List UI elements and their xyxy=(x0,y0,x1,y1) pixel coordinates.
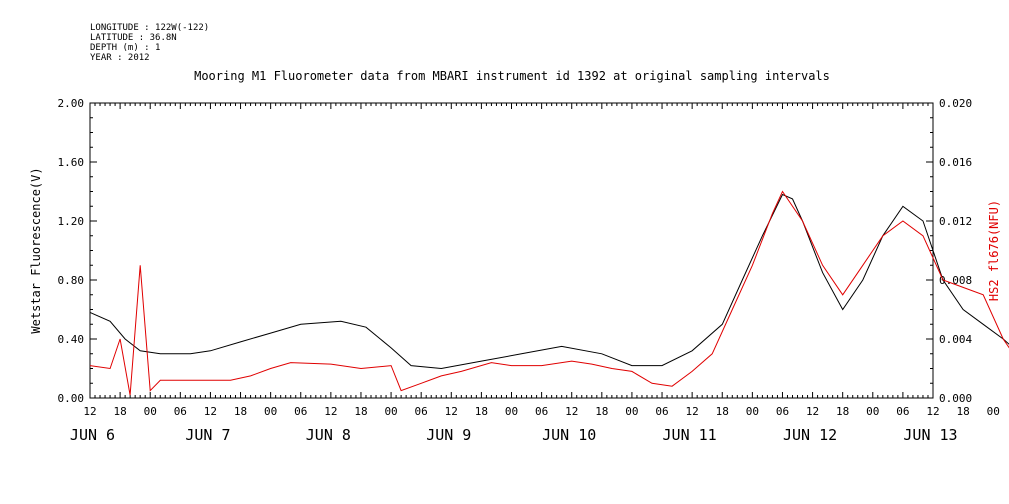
x-hour-tick-label: 06 xyxy=(896,405,909,418)
series-layer xyxy=(89,190,1009,396)
series-line-2 xyxy=(89,190,1009,396)
y-axis-label-right: HS2 fl676(NFU) xyxy=(987,200,1001,301)
x-hour-tick-label: 06 xyxy=(535,405,548,418)
x-day-label: JUN 9 xyxy=(426,426,471,444)
x-hour-tick-label: 18 xyxy=(234,405,247,418)
x-hour-tick-label: 18 xyxy=(595,405,608,418)
x-hour-tick-label: 00 xyxy=(264,405,277,418)
depth-text: DEPTH (m) : 1 xyxy=(90,43,160,53)
y-tick-label-left: 1.20 xyxy=(58,215,85,228)
x-hour-tick-label: 06 xyxy=(655,405,668,418)
y-tick-label-right: 0.020 xyxy=(939,97,972,110)
x-hour-tick-label: 12 xyxy=(806,405,819,418)
x-hour-tick-label: 06 xyxy=(415,405,428,418)
x-day-label: JUN 13 xyxy=(903,426,957,444)
x-day-label: JUN 10 xyxy=(542,426,596,444)
x-hour-tick-label: 18 xyxy=(956,405,969,418)
x-day-label: JUN 6 xyxy=(70,426,115,444)
year-text: YEAR : 2012 xyxy=(90,53,150,63)
x-hour-tick-label: 00 xyxy=(144,405,157,418)
y-tick-label-right: 0.012 xyxy=(939,215,972,228)
y-tick-label-left: 1.60 xyxy=(58,156,85,169)
series-line-1 xyxy=(89,193,1009,370)
y-tick-label-right: 0.008 xyxy=(939,274,972,287)
x-hour-tick-label: 12 xyxy=(204,405,217,418)
y-tick-label-left: 0.40 xyxy=(58,333,85,346)
y-tick-label-left: 0.00 xyxy=(58,392,85,405)
y-tick-label-right: 0.000 xyxy=(939,392,972,405)
ticks-layer: 12 18 00 06 12 18 00 06 12 18 00 06 12 18 00 06 12 18 00 06… xyxy=(58,97,1000,444)
x-hour-tick-label: 00 xyxy=(625,405,638,418)
metadata-block: LONGITUDE : 122W(-122) LATITUDE : 36.8N … xyxy=(90,23,209,63)
x-hour-tick-label: 12 xyxy=(686,405,699,418)
x-hour-tick-label: 12 xyxy=(445,405,458,418)
plot-frame xyxy=(89,102,934,399)
x-hour-tick-label: 12 xyxy=(565,405,578,418)
x-hour-tick-label: 18 xyxy=(113,405,126,418)
y-tick-label-left: 0.80 xyxy=(58,274,85,287)
x-hour-tick-label: 00 xyxy=(866,405,879,418)
y-axis-label-left: Wetstar Fluorescence(V) xyxy=(29,167,43,333)
x-hour-tick-label: 06 xyxy=(294,405,307,418)
x-hour-tick-label: 18 xyxy=(836,405,849,418)
longitude-text: LONGITUDE : 122W(-122) xyxy=(90,23,209,33)
x-hour-tick-label: 12 xyxy=(324,405,337,418)
x-hour-tick-label: 12 xyxy=(926,405,939,418)
x-hour-tick-label: 18 xyxy=(354,405,367,418)
x-hour-tick-label: 18 xyxy=(475,405,488,418)
y-tick-label-right: 0.016 xyxy=(939,156,972,169)
latitude-text: LATITUDE : 36.8N xyxy=(90,33,177,43)
x-hour-tick-label: 18 xyxy=(716,405,729,418)
x-day-label: JUN 8 xyxy=(306,426,351,444)
y-tick-label-right: 0.004 xyxy=(939,333,972,346)
x-hour-tick-label: 12 xyxy=(83,405,96,418)
x-hour-tick-label: 06 xyxy=(776,405,789,418)
x-day-label: JUN 12 xyxy=(783,426,837,444)
x-hour-tick-label: 00 xyxy=(987,405,1000,418)
x-hour-tick-label: 06 xyxy=(174,405,187,418)
y-tick-label-left: 2.00 xyxy=(58,97,85,110)
x-hour-tick-label: 00 xyxy=(746,405,759,418)
chart-title: Mooring M1 Fluorometer data from MBARI i… xyxy=(194,69,830,83)
x-hour-tick-label: 00 xyxy=(505,405,518,418)
x-day-label: JUN 7 xyxy=(185,426,230,444)
x-hour-tick-label: 00 xyxy=(384,405,397,418)
x-day-label: JUN 11 xyxy=(663,426,717,444)
